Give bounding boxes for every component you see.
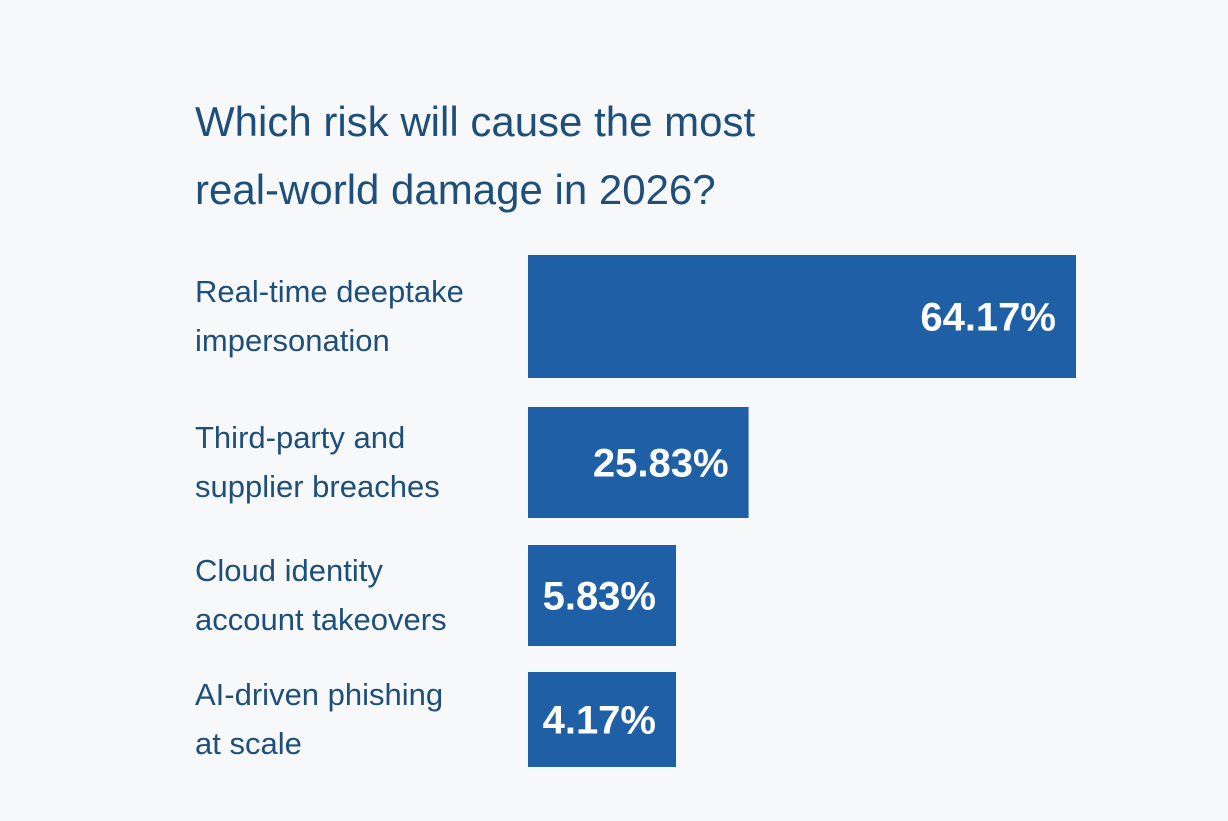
bars-group: Real-time deeptake impersonation 64.17% Thi… (195, 255, 1076, 767)
bar (528, 255, 1076, 378)
category-label: Real-time deeptake impersonation (195, 274, 464, 358)
category-label-line: Cloud identity (195, 553, 383, 588)
value-label: 25.83% (593, 442, 729, 486)
bar (528, 407, 749, 518)
category-label-line: Real-time deeptake (195, 274, 464, 309)
category-label-line: account takeovers (195, 602, 447, 637)
category-label-line: Third-party and (195, 420, 405, 455)
bar (528, 672, 676, 767)
category-label-line: impersonation (195, 323, 390, 358)
category-label: Third-party and supplier breaches (195, 420, 440, 504)
category-label-line: supplier breaches (195, 469, 440, 504)
category-label: Cloud identity account takeovers (195, 553, 447, 637)
chart-title: Which risk will cause the most real-worl… (195, 98, 767, 213)
chart-title-line-2: real-world damage in 2026? (195, 166, 716, 213)
category-label-line: at scale (195, 726, 302, 761)
bar-row: Third-party and supplier breaches 25.83% (195, 407, 749, 518)
category-label-line: AI-driven phishing (195, 677, 443, 712)
chart-title-line-1: Which risk will cause the most (195, 98, 755, 145)
bar-row: AI-driven phishing at scale 4.17% (195, 672, 676, 767)
bar-row: Real-time deeptake impersonation 64.17% (195, 255, 1076, 378)
bar (528, 545, 676, 646)
value-label: 64.17% (920, 296, 1056, 340)
value-label: 4.17% (543, 699, 656, 743)
bar-row: Cloud identity account takeovers 5.83% (195, 545, 676, 646)
value-label: 5.83% (543, 575, 656, 619)
category-label: AI-driven phishing at scale (195, 677, 443, 761)
